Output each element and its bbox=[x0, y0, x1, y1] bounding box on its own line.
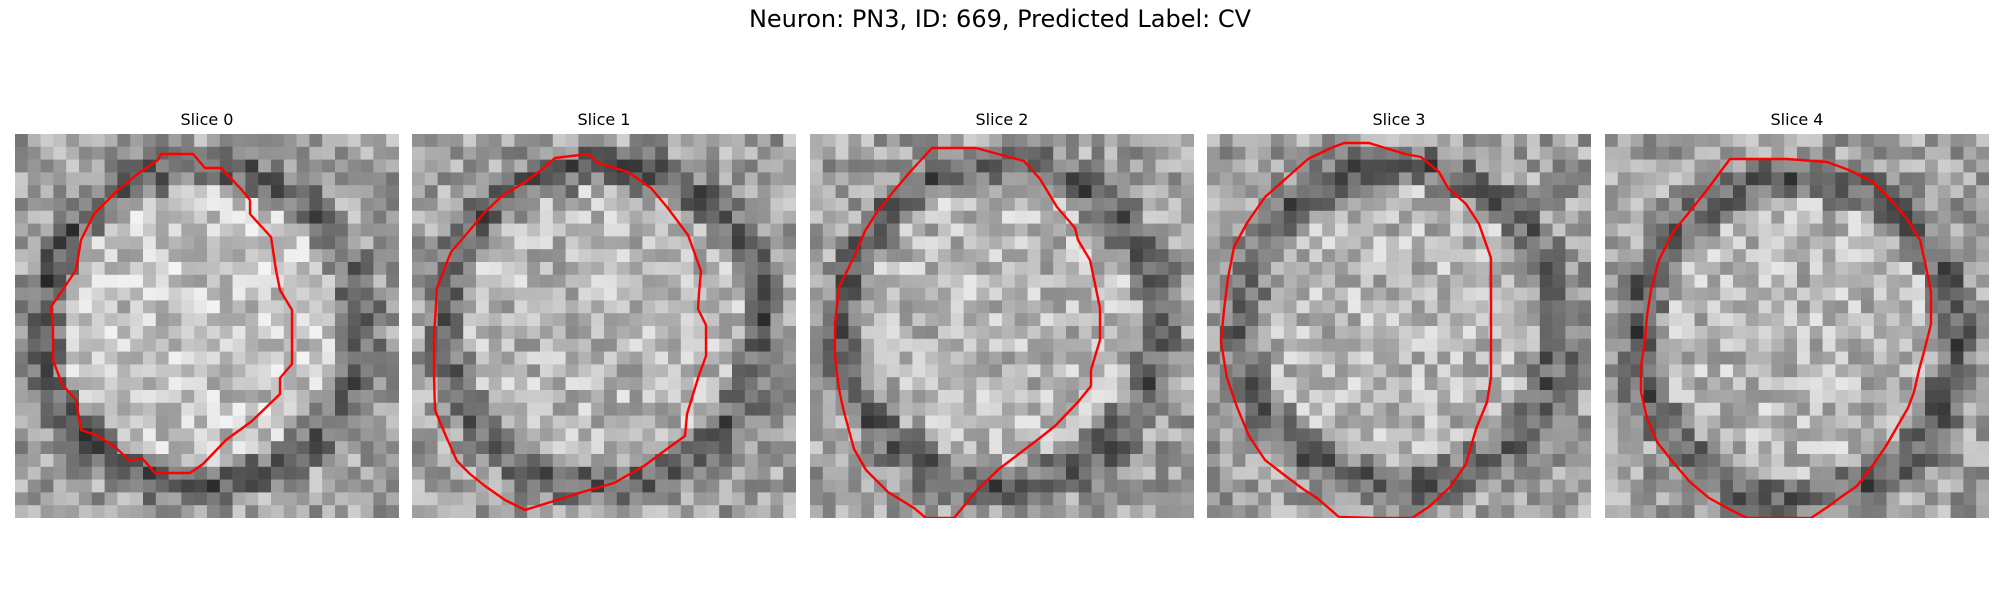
slice-title: Slice 1 bbox=[577, 110, 631, 129]
slice-image bbox=[810, 134, 1194, 518]
slice-title: Slice 2 bbox=[975, 110, 1029, 129]
slice-panel-3: Slice 3 bbox=[1207, 106, 1591, 518]
slice-title: Slice 3 bbox=[1372, 110, 1426, 129]
slice-panel-1: Slice 1 bbox=[412, 106, 796, 518]
slice-image bbox=[15, 134, 399, 518]
segmentation-contour bbox=[1219, 141, 1493, 518]
segmentation-contour bbox=[833, 146, 1102, 518]
segmentation-contour bbox=[49, 152, 294, 475]
slice-image bbox=[412, 134, 796, 518]
microscopy-pixels bbox=[810, 134, 1194, 518]
slice-image bbox=[1605, 134, 1989, 518]
segmentation-contour bbox=[1639, 157, 1933, 518]
slice-title: Slice 0 bbox=[180, 110, 234, 129]
slice-image bbox=[1207, 134, 1591, 518]
slice-panel-2: Slice 2 bbox=[810, 106, 1194, 518]
microscopy-pixels bbox=[15, 134, 399, 518]
figure-title: Neuron: PN3, ID: 669, Predicted Label: C… bbox=[748, 5, 1252, 33]
slice-title: Slice 4 bbox=[1770, 110, 1824, 129]
segmentation-contour bbox=[432, 152, 708, 512]
microscopy-pixels bbox=[412, 134, 796, 518]
slice-panel-0: Slice 0 bbox=[15, 106, 399, 518]
slice-panel-4: Slice 4 bbox=[1605, 106, 1989, 518]
